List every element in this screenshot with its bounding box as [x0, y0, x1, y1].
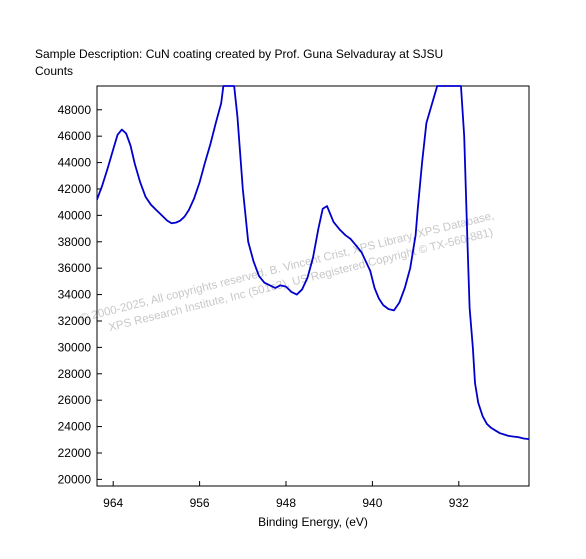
x-axis-label: Binding Energy, (eV) — [258, 515, 368, 529]
x-tick-label: 956 — [190, 496, 210, 510]
x-axis: 964 956 948 940 932 — [103, 481, 469, 510]
y-tick-label: 22000 — [58, 446, 92, 460]
watermark-line-1: © 2000-2025, All copyrights reserved. B.… — [79, 210, 495, 325]
y-tick-label: 42000 — [58, 182, 92, 196]
x-tick-label: 932 — [449, 496, 469, 510]
chart-title: Sample Description: CuN coating created … — [35, 47, 443, 61]
y-tick-label: 36000 — [58, 261, 92, 275]
y-tick-label: 40000 — [58, 208, 92, 222]
y-tick-label: 28000 — [58, 367, 92, 381]
y-tick-label: 48000 — [58, 103, 92, 117]
y-tick-label: 32000 — [58, 314, 92, 328]
watermark: © 2000-2025, All copyrights reserved. B.… — [79, 210, 495, 334]
y-axis-label: Counts — [35, 64, 73, 78]
y-tick-label: 26000 — [58, 393, 92, 407]
plot-frame — [96, 85, 530, 487]
watermark-line-2: XPS Research Institute, Inc (501c3), US … — [108, 227, 495, 334]
x-tick-label: 948 — [276, 496, 296, 510]
y-tick-label: 38000 — [58, 235, 92, 249]
x-tick-label: 964 — [103, 496, 123, 510]
y-tick-label: 44000 — [58, 156, 92, 170]
y-tick-label: 46000 — [58, 129, 92, 143]
y-tick-label: 30000 — [58, 340, 92, 354]
y-axis: 20000 22000 24000 26000 28000 30000 32000 34000… — [58, 103, 102, 486]
y-tick-label: 20000 — [58, 472, 92, 486]
spectrum-line — [96, 85, 530, 441]
plot-area: 20000 22000 24000 26000 28000 30000 32000 34000… — [58, 85, 530, 510]
y-tick-label: 24000 — [58, 420, 92, 434]
x-tick-label: 940 — [362, 496, 382, 510]
y-tick-label: 34000 — [58, 288, 92, 302]
